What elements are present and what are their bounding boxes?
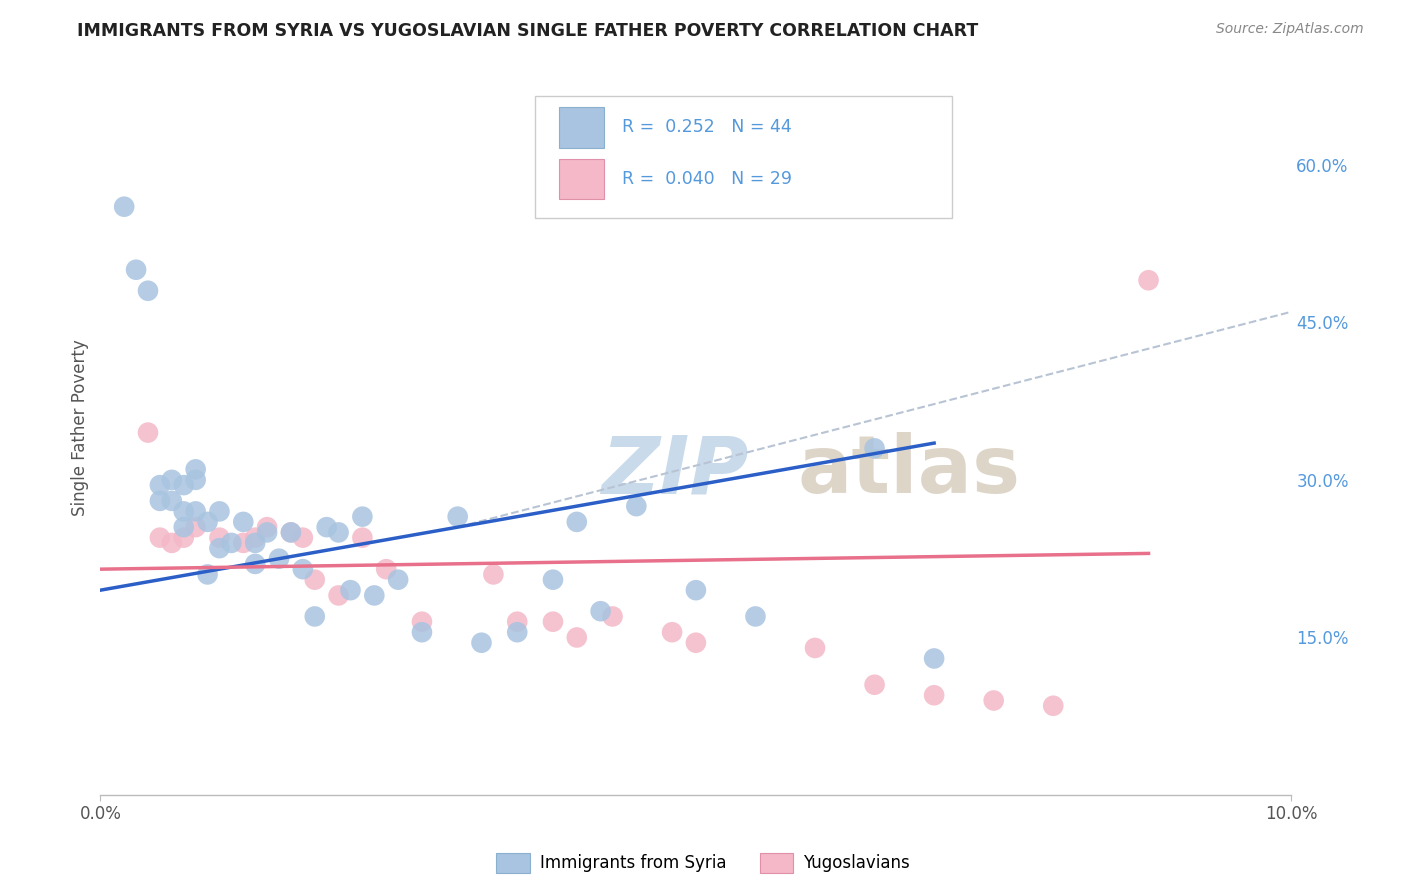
Point — [1042, 698, 1064, 713]
Point — [804, 640, 827, 655]
Point — [245, 531, 267, 545]
Text: R =  0.252   N = 44: R = 0.252 N = 44 — [621, 119, 792, 136]
Point — [304, 609, 326, 624]
Point — [922, 651, 945, 665]
Bar — [560, 159, 605, 199]
Point — [602, 609, 624, 624]
Text: ZIP: ZIP — [600, 433, 748, 510]
Point — [685, 636, 707, 650]
Point — [375, 562, 398, 576]
Point — [173, 531, 195, 545]
Point — [125, 262, 148, 277]
Point — [541, 615, 564, 629]
Bar — [560, 107, 605, 148]
Legend: Immigrants from Syria, Yugoslavians: Immigrants from Syria, Yugoslavians — [489, 847, 917, 880]
Point — [136, 425, 159, 440]
Point — [352, 509, 374, 524]
Point — [744, 609, 766, 624]
Point — [1137, 273, 1160, 287]
Point — [149, 494, 172, 508]
Point — [245, 557, 267, 571]
Text: atlas: atlas — [797, 433, 1021, 510]
Point — [411, 625, 433, 640]
Point — [291, 562, 314, 576]
Point — [173, 504, 195, 518]
Point — [352, 531, 374, 545]
Point — [208, 541, 231, 556]
Point — [315, 520, 337, 534]
Point — [328, 589, 350, 603]
Point — [983, 693, 1005, 707]
Point — [184, 473, 207, 487]
Point — [160, 494, 183, 508]
Point — [589, 604, 612, 618]
Point — [661, 625, 683, 640]
Text: R =  0.040   N = 29: R = 0.040 N = 29 — [621, 169, 792, 187]
Point — [136, 284, 159, 298]
Point — [506, 625, 529, 640]
Point — [280, 525, 302, 540]
Point — [387, 573, 409, 587]
Point — [565, 515, 588, 529]
Point — [184, 504, 207, 518]
Point — [304, 573, 326, 587]
Point — [280, 525, 302, 540]
Point — [482, 567, 505, 582]
FancyBboxPatch shape — [536, 96, 952, 218]
Point — [149, 478, 172, 492]
Point — [411, 615, 433, 629]
Point — [685, 583, 707, 598]
Point — [245, 536, 267, 550]
Point — [221, 536, 243, 550]
Point — [256, 525, 278, 540]
Point — [447, 509, 470, 524]
Point — [149, 531, 172, 545]
Point — [173, 478, 195, 492]
Point — [541, 573, 564, 587]
Point — [184, 462, 207, 476]
Point — [197, 515, 219, 529]
Point — [626, 499, 648, 513]
Point — [184, 520, 207, 534]
Point — [197, 567, 219, 582]
Point — [160, 536, 183, 550]
Point — [291, 531, 314, 545]
Point — [506, 615, 529, 629]
Point — [363, 589, 385, 603]
Point — [232, 536, 254, 550]
Point — [208, 504, 231, 518]
Point — [160, 473, 183, 487]
Point — [565, 631, 588, 645]
Text: IMMIGRANTS FROM SYRIA VS YUGOSLAVIAN SINGLE FATHER POVERTY CORRELATION CHART: IMMIGRANTS FROM SYRIA VS YUGOSLAVIAN SIN… — [77, 22, 979, 40]
Point — [922, 688, 945, 702]
Point — [173, 520, 195, 534]
Point — [267, 551, 290, 566]
Point — [863, 442, 886, 456]
Point — [328, 525, 350, 540]
Text: Source: ZipAtlas.com: Source: ZipAtlas.com — [1216, 22, 1364, 37]
Point — [112, 200, 135, 214]
Point — [863, 678, 886, 692]
Y-axis label: Single Father Poverty: Single Father Poverty — [72, 339, 89, 516]
Point — [232, 515, 254, 529]
Point — [339, 583, 361, 598]
Point — [470, 636, 492, 650]
Point — [256, 520, 278, 534]
Point — [208, 531, 231, 545]
